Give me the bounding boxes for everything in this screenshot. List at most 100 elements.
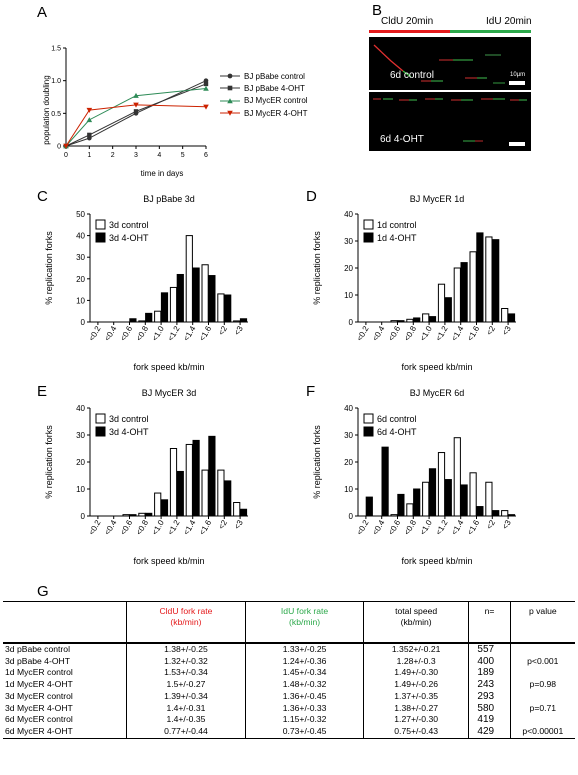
y-tick-label: 10 [76, 485, 85, 494]
x-axis-label: fork speed kb/min [401, 362, 472, 372]
legend-swatch-control [95, 413, 106, 424]
bar-control [485, 236, 493, 323]
x-tick-label: <3 [232, 518, 245, 531]
micrograph-control: 6d control 10µm [369, 37, 531, 90]
bar-4oht [381, 446, 389, 517]
data-point [86, 107, 93, 113]
y-tick-label: 10 [344, 291, 353, 300]
bar-4oht [208, 435, 216, 517]
y-tick-label: 1.0 [51, 78, 61, 85]
x-tick-label: <1.2 [434, 518, 450, 537]
y-tick-label: 40 [344, 210, 353, 219]
y-axis-label: % replication forks [312, 231, 322, 305]
y-tick-label: 0 [57, 144, 61, 151]
pvalue-cell [509, 714, 575, 726]
cldu-cell: 1.4+/-0.31 [125, 702, 246, 715]
bar-4oht [176, 273, 184, 323]
panel-label-d: D [306, 188, 317, 205]
bar-control [217, 293, 225, 323]
bar-4oht [129, 318, 137, 323]
chart-title: BJ MycER 1d [410, 194, 465, 204]
y-tick-label: 30 [344, 431, 353, 440]
x-tick-label: <0.8 [402, 324, 418, 343]
x-tick-label: 5 [181, 152, 185, 159]
x-tick-label: <1.4 [182, 324, 198, 343]
legend-label: 6d 4-OHT [377, 427, 417, 437]
bar-4oht [176, 470, 184, 517]
data-point [203, 81, 209, 87]
cldu-pulse-bar [369, 30, 450, 33]
panel-label-e: E [37, 383, 48, 400]
bar-control [138, 320, 146, 323]
bar-4oht [492, 510, 500, 517]
cldu-cell: 1.53+/-0.34 [125, 667, 246, 680]
x-tick-label: 1 [87, 152, 91, 159]
bar-4oht [224, 480, 232, 517]
bar-control [154, 310, 162, 323]
bar-control [390, 514, 398, 517]
total-cell: 1.49+/-0.30 [362, 667, 469, 680]
bar-4oht [492, 239, 500, 323]
histogram-e: BJ MycER 3d % replication forks fork speed… [44, 388, 248, 566]
bar-4oht [160, 292, 169, 323]
bar-control [453, 267, 461, 323]
bar-control [437, 452, 446, 517]
total-cell: 1.352+/-0.21 [362, 643, 469, 656]
row-label-cell: 3d pBabe control [5, 644, 70, 654]
legend-label: BJ pBabe 4-OHT [244, 83, 305, 93]
table-header-row: CldU fork rate (kb/min) IdU fork rate (k… [3, 601, 575, 628]
y-tick-label: 30 [76, 431, 85, 440]
x-tick-label: <0.8 [134, 518, 150, 537]
header-n: n= [468, 601, 511, 628]
x-axis-label: time in days [141, 169, 184, 178]
bar-control [390, 320, 398, 323]
line-square-marker-icon [220, 86, 240, 91]
bar-4oht [428, 468, 437, 517]
x-tick-label: <1.0 [150, 518, 166, 537]
y-tick-label: 0 [81, 318, 86, 327]
total-cell: 0.75+/-0.43 [362, 725, 469, 739]
data-point [133, 109, 139, 114]
bar-control [154, 492, 162, 517]
data-point [133, 92, 139, 98]
bar-4oht [476, 506, 484, 517]
y-tick-label: 1.5 [51, 46, 61, 53]
x-tick-label: <0.4 [103, 518, 119, 537]
x-tick-label: <0.6 [119, 324, 135, 343]
chart-title: BJ MycER 6d [410, 388, 465, 398]
idu-cell: 1.45+/-0.34 [245, 667, 364, 680]
micrograph-4oht: 6d 4-OHT [369, 92, 531, 151]
header-total: total speed (kb/min) [362, 601, 469, 628]
bar-control [233, 320, 241, 323]
bar-4oht [365, 496, 373, 517]
n-cell: 419 [468, 714, 511, 726]
legend-swatch-control [363, 413, 374, 424]
bar-4oht [192, 267, 200, 323]
x-tick-label: <0.2 [355, 518, 371, 537]
chart-title: BJ pBabe 3d [143, 194, 195, 204]
x-tick-label: 3 [134, 152, 138, 159]
bar-4oht [145, 312, 153, 323]
bar-4oht [460, 484, 468, 517]
bar-control [169, 286, 178, 323]
bar-control [406, 318, 414, 323]
row-label-cell: 1d MycER 4-OHT [5, 679, 73, 690]
x-tick-label: <2 [217, 324, 230, 337]
bar-4oht [413, 317, 421, 323]
bar-4oht [460, 262, 468, 323]
x-tick-label: <1.6 [466, 324, 482, 343]
y-tick-label: 0 [81, 512, 86, 521]
cldu-cell: 0.77+/-0.44 [125, 725, 246, 739]
table-row: 3d pBabe 4-OHT 1.32+/-0.32 1.24+/-0.36 1.28… [3, 655, 575, 668]
cldu-label: CldU 20min [381, 16, 434, 27]
bar-4oht [145, 512, 153, 517]
x-tick-label: <3 [500, 518, 513, 531]
line-circle-marker-icon [220, 73, 240, 79]
line-triangle-up-marker-icon [220, 97, 240, 103]
n-cell: 293 [468, 690, 511, 703]
bar-4oht [397, 493, 405, 517]
y-axis-label: % replication forks [44, 425, 54, 499]
idu-label: IdU 20min [486, 16, 532, 27]
panel-label-a: A [37, 4, 48, 21]
x-tick-label: <0.8 [134, 324, 150, 343]
